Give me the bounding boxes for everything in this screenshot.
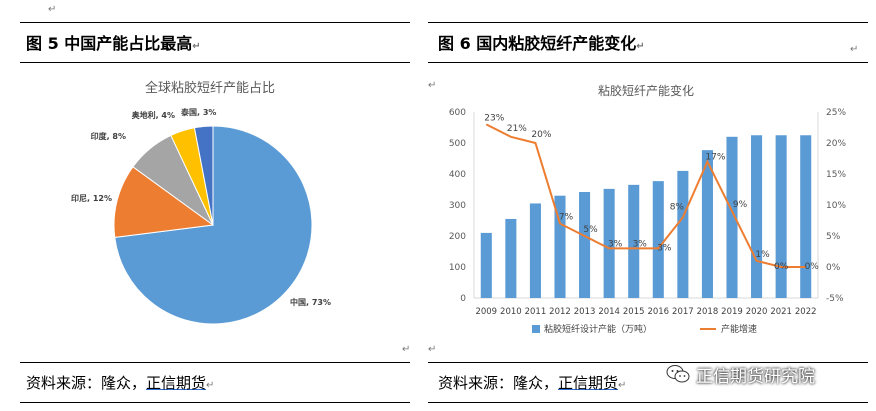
x-tick-label: 2021 <box>770 307 792 317</box>
bar-2011 <box>529 203 541 298</box>
bar-2020 <box>751 135 763 298</box>
x-tick-label: 2009 <box>475 307 497 317</box>
bar-2009 <box>480 232 492 298</box>
source-note: 资料来源：隆众，正信期货↵ <box>26 374 215 392</box>
figure-title: 图 6 国内粘胶短纤产能变化↵ <box>438 34 645 53</box>
y-right-tick-label: 25% <box>826 108 846 118</box>
paragraph-mark: ↵ <box>206 380 215 391</box>
legend-swatch-bar <box>532 325 540 333</box>
line-data-label: 17% <box>705 153 725 163</box>
x-tick-label: 2010 <box>500 307 522 317</box>
line-data-label: 3% <box>633 239 648 249</box>
paragraph-mark: ↵ <box>48 4 57 15</box>
y-left-tick-label: 0 <box>460 294 466 304</box>
bar-2017 <box>677 170 689 298</box>
line-data-label: 5% <box>583 225 598 235</box>
combo-chart: 粘胶短纤产能变化 0 100 200 300 400 500 600 -5% 0% 5% 10% 15%… <box>449 83 847 335</box>
source-divider <box>20 362 410 363</box>
line-data-label: 7% <box>559 213 574 223</box>
y-right-tick-label: -5% <box>826 294 844 304</box>
bar-2012 <box>554 195 566 298</box>
x-tick-label: 2020 <box>746 307 768 317</box>
line-data-label: 9% <box>733 200 748 210</box>
title-divider <box>428 62 868 63</box>
x-tick-label: 2013 <box>574 307 596 317</box>
line-data-label: 0% <box>774 262 789 272</box>
line-data-label: 23% <box>484 113 504 123</box>
pie-title: 全球粘胶短纤产能占比 <box>145 80 275 96</box>
y-left-tick-label: 400 <box>449 170 466 180</box>
paragraph-mark: ↵ <box>618 380 627 391</box>
top-divider <box>20 22 410 23</box>
paragraph-mark: ↵ <box>850 44 859 55</box>
y-left-tick-label: 100 <box>449 263 466 273</box>
source-divider <box>428 362 868 363</box>
x-tick-label: 2017 <box>672 307 694 317</box>
x-tick-label: 2019 <box>721 307 743 317</box>
bar-2019 <box>726 136 738 298</box>
bottom-divider <box>20 402 410 403</box>
bottom-divider <box>428 402 868 403</box>
pie-slice-label: 印尼, 12% <box>71 193 112 203</box>
line-data-label: 20% <box>531 130 551 140</box>
line-data-label: 1% <box>755 250 770 260</box>
left-figure-panel: ↵ 图 5 中国产能占比最高↵ 全球粘胶短纤产能占比中国, 73% 印尼, 12%… <box>0 0 420 411</box>
y-left-tick-label: 600 <box>449 108 466 118</box>
bar-2018 <box>701 150 713 298</box>
top-divider <box>428 22 868 23</box>
figure-title: 图 5 中国产能占比最高↵ <box>26 34 201 53</box>
x-tick-label: 2011 <box>525 307 547 317</box>
y-right-tick-label: 15% <box>826 170 846 180</box>
x-tick-label: 2018 <box>697 307 719 317</box>
combo-title: 粘胶短纤产能变化 <box>598 83 694 98</box>
wechat-icon <box>666 365 690 383</box>
legend-label-bar: 粘胶短纤设计产能（万吨） <box>544 323 652 335</box>
bar-2022 <box>800 135 812 298</box>
watermark: 正信期货研究院 <box>666 360 815 388</box>
bar-2014 <box>603 188 615 298</box>
growth-line <box>485 123 806 268</box>
y-right-tick-label: 0% <box>826 263 841 273</box>
y-left-tick-label: 500 <box>449 139 466 149</box>
pie-slice-5 <box>193 125 214 226</box>
watermark-text: 正信期货研究院 <box>696 366 815 387</box>
bar-2015 <box>628 184 640 298</box>
y-left-tick-label: 300 <box>449 201 466 211</box>
pie-slice-label: 中国, 73% <box>290 297 331 307</box>
x-tick-label: 2016 <box>647 307 669 317</box>
bar-2021 <box>775 135 787 298</box>
line-data-label: 3% <box>608 239 623 249</box>
line-data-label: 0% <box>805 262 820 272</box>
line-data-label: 3% <box>657 243 672 253</box>
y-right-tick-label: 20% <box>826 139 846 149</box>
x-tick-label: 2012 <box>549 307 571 317</box>
paragraph-mark: ↵ <box>428 344 437 355</box>
bar-2013 <box>579 191 591 298</box>
source-note: 资料来源：隆众，正信期货↵ <box>438 374 627 392</box>
line-data-label: 21% <box>507 124 527 134</box>
pie-slice-2 <box>113 166 215 238</box>
right-figure-panel: 图 6 国内粘胶短纤产能变化↵ ↵ ↵ 粘胶短纤产能变化 0 100 200 300 40… <box>428 0 876 411</box>
pie-slice-label: 泰国, 3% <box>180 107 216 117</box>
x-tick-label: 2015 <box>623 307 645 317</box>
pie-slice-label: 印度, 8% <box>91 131 126 141</box>
paragraph-mark: ↵ <box>402 344 411 355</box>
y-right-tick-label: 5% <box>826 232 841 242</box>
y-left-tick-label: 200 <box>449 232 466 242</box>
bar-2016 <box>652 181 664 298</box>
paragraph-mark: ↵ <box>428 80 437 91</box>
legend-label-line: 产能增速 <box>721 323 757 335</box>
paragraph-mark: ↵ <box>636 41 645 52</box>
bar-2010 <box>505 218 517 298</box>
title-divider <box>20 62 410 63</box>
pie-slice-label: 奥地利, 4% <box>131 110 175 120</box>
y-right-tick-label: 10% <box>826 201 846 211</box>
paragraph-mark: ↵ <box>192 41 201 52</box>
line-data-label: 8% <box>670 202 685 212</box>
x-tick-label: 2022 <box>795 307 817 317</box>
x-tick-label: 2014 <box>598 307 620 317</box>
